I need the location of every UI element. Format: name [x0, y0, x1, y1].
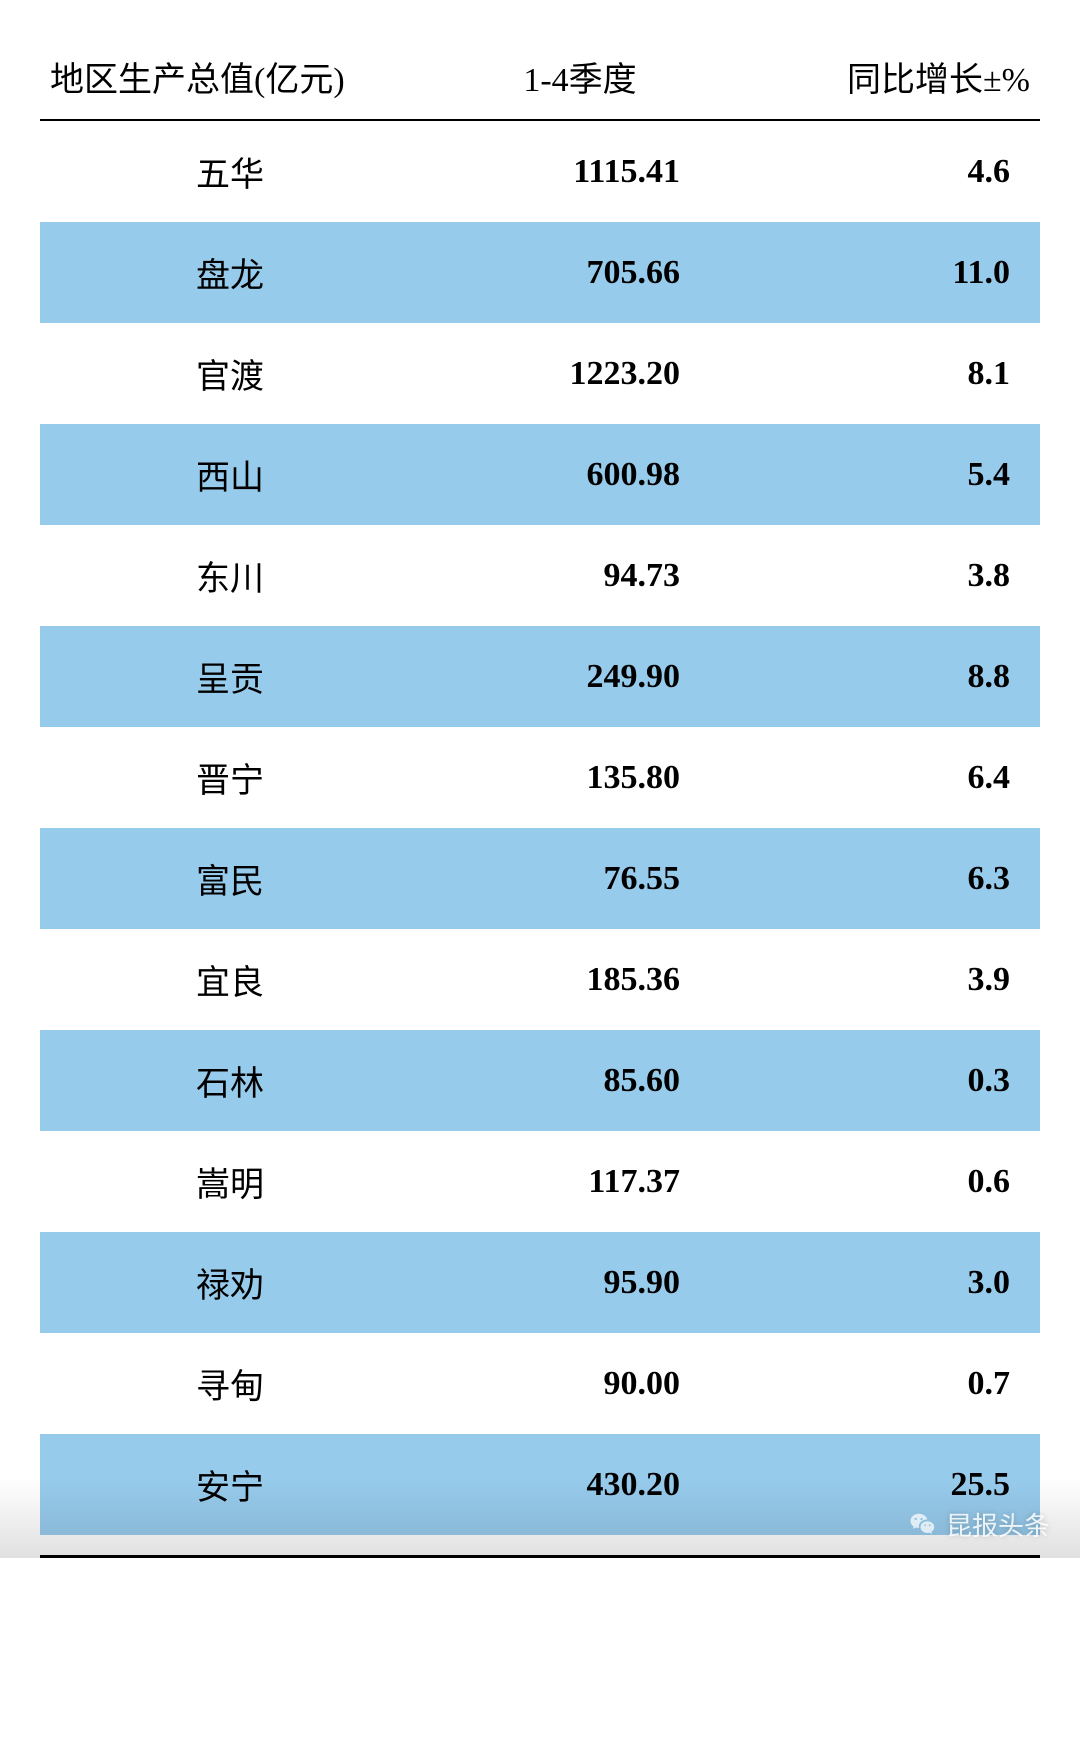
col-header-region: 地区生产总值(亿元) [40, 40, 420, 120]
table-header-row: 地区生产总值(亿元) 1-4季度 同比增长±% [40, 40, 1040, 120]
table-row: 五华1115.414.6 [40, 120, 1040, 222]
cell-yoy: 4.6 [740, 120, 1040, 222]
table-row: 石林85.600.3 [40, 1030, 1040, 1131]
table-row: 西山600.985.4 [40, 424, 1040, 525]
cell-region: 禄劝 [40, 1232, 420, 1333]
cell-region: 宜良 [40, 929, 420, 1030]
cell-region: 五华 [40, 120, 420, 222]
table-row: 嵩明117.370.6 [40, 1131, 1040, 1232]
table-row: 呈贡249.908.8 [40, 626, 1040, 727]
cell-q14: 94.73 [420, 525, 740, 626]
cell-yoy: 6.3 [740, 828, 1040, 929]
cell-yoy: 11.0 [740, 222, 1040, 323]
table-row: 盘龙705.6611.0 [40, 222, 1040, 323]
table-body: 五华1115.414.6 盘龙705.6611.0 官渡1223.208.1 西… [40, 120, 1040, 1535]
cell-region: 东川 [40, 525, 420, 626]
table-row: 官渡1223.208.1 [40, 323, 1040, 424]
cell-region: 安宁 [40, 1434, 420, 1535]
cell-q14: 1223.20 [420, 323, 740, 424]
cell-region: 呈贡 [40, 626, 420, 727]
cell-q14: 85.60 [420, 1030, 740, 1131]
table-row: 宜良185.363.9 [40, 929, 1040, 1030]
table-row: 富民76.556.3 [40, 828, 1040, 929]
cell-yoy: 0.6 [740, 1131, 1040, 1232]
cell-q14: 705.66 [420, 222, 740, 323]
cell-yoy: 0.7 [740, 1333, 1040, 1434]
table-row: 安宁430.2025.5 [40, 1434, 1040, 1535]
cell-q14: 430.20 [420, 1434, 740, 1535]
cell-region: 官渡 [40, 323, 420, 424]
col-header-q14: 1-4季度 [420, 40, 740, 120]
watermark-text: 昆报头条 [946, 1506, 1050, 1543]
cell-region: 晋宁 [40, 727, 420, 828]
cell-region: 盘龙 [40, 222, 420, 323]
wechat-icon [908, 1510, 938, 1540]
cell-q14: 76.55 [420, 828, 740, 929]
col-header-yoy: 同比增长±% [740, 40, 1040, 120]
gdp-table: 地区生产总值(亿元) 1-4季度 同比增长±% 五华1115.414.6 盘龙7… [40, 40, 1040, 1535]
cell-region: 石林 [40, 1030, 420, 1131]
table-row: 晋宁135.806.4 [40, 727, 1040, 828]
cell-region: 嵩明 [40, 1131, 420, 1232]
cell-region: 富民 [40, 828, 420, 929]
cell-q14: 600.98 [420, 424, 740, 525]
cell-yoy: 3.0 [740, 1232, 1040, 1333]
cell-q14: 117.37 [420, 1131, 740, 1232]
footer-rule [40, 1555, 1040, 1558]
cell-yoy: 5.4 [740, 424, 1040, 525]
watermark: 昆报头条 [908, 1506, 1050, 1543]
cell-q14: 90.00 [420, 1333, 740, 1434]
cell-q14: 95.90 [420, 1232, 740, 1333]
cell-yoy: 3.9 [740, 929, 1040, 1030]
cell-yoy: 3.8 [740, 525, 1040, 626]
cell-region: 寻甸 [40, 1333, 420, 1434]
cell-yoy: 6.4 [740, 727, 1040, 828]
cell-yoy: 0.3 [740, 1030, 1040, 1131]
table-row: 东川94.733.8 [40, 525, 1040, 626]
table-row: 禄劝95.903.0 [40, 1232, 1040, 1333]
cell-q14: 249.90 [420, 626, 740, 727]
cell-q14: 135.80 [420, 727, 740, 828]
table-container: 地区生产总值(亿元) 1-4季度 同比增长±% 五华1115.414.6 盘龙7… [0, 0, 1080, 1555]
cell-yoy: 8.1 [740, 323, 1040, 424]
cell-region: 西山 [40, 424, 420, 525]
cell-q14: 1115.41 [420, 120, 740, 222]
cell-yoy: 8.8 [740, 626, 1040, 727]
cell-q14: 185.36 [420, 929, 740, 1030]
table-row: 寻甸90.000.7 [40, 1333, 1040, 1434]
